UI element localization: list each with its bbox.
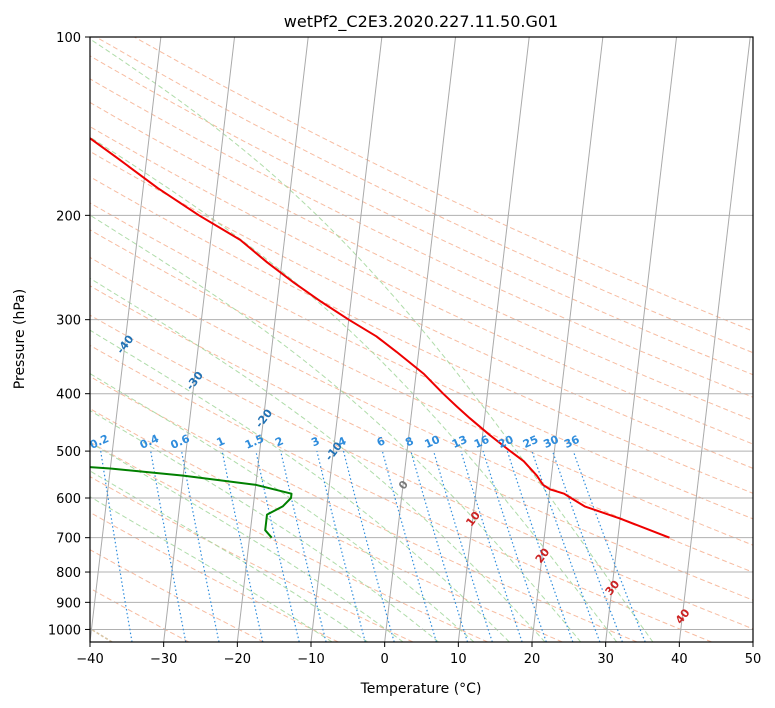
mixing-ratio-line [280, 450, 327, 642]
mixing-ratio-line [255, 450, 300, 642]
isotherm-gridline [457, 37, 530, 642]
mixing-ratio-line [221, 450, 264, 642]
isotherm-gridline [605, 37, 678, 642]
mixing-ratio-label: 16 [472, 433, 492, 451]
x-tick-label: −20 [224, 652, 251, 667]
x-tick-label: 50 [745, 652, 762, 667]
plot-layer [90, 37, 753, 642]
mixing-ratio-line [460, 450, 523, 642]
mixing-ratio-line [381, 450, 437, 642]
axis-layer: −40 −30 −20 −10 0 10 20 30 40 50 1000 900 800 700 600 5… [48, 31, 761, 667]
dry-adiabat [90, 229, 753, 546]
y-tick-label: 500 [56, 445, 81, 460]
moist-adiabat [90, 214, 582, 642]
moist-adiabat [90, 38, 654, 642]
y-tick-label: 800 [56, 566, 81, 581]
mixing-ratio-label: 10 [423, 433, 443, 451]
x-tick-label: 30 [597, 652, 614, 667]
plot-frame [89, 36, 754, 643]
y-tick-label: 400 [56, 388, 81, 403]
dry-adiabat [95, 37, 753, 354]
isotherm-gridline [678, 37, 751, 642]
isotherm-gridline [90, 37, 162, 642]
dry-adiabat [90, 55, 753, 376]
dry-adiabat [90, 375, 638, 642]
mixing-ratio-line [410, 450, 469, 642]
mixing-ratio-line [506, 450, 574, 642]
mixing-ratio-line [531, 450, 601, 642]
dewpoint-profile [90, 466, 293, 539]
isotherm-gridline [163, 37, 236, 642]
mixing-ratio-label: 36 [562, 433, 582, 451]
mixing-ratio-line [181, 450, 220, 642]
dry-adiabat [90, 314, 753, 630]
chart-title: wetPf2_C2E3.2020.227.11.50.G01 [284, 12, 558, 32]
x-axis-label: Temperature (°C) [360, 681, 482, 697]
mixing-ratio-line [572, 450, 646, 642]
dry-adiabat [90, 101, 753, 421]
dry-adiabat [90, 126, 753, 445]
x-tick-label: 0 [381, 652, 389, 667]
dry-adiabat [90, 441, 488, 642]
x-tick-label: −30 [150, 652, 177, 667]
dry-adiabat [90, 587, 190, 642]
x-tick-label: −10 [297, 652, 324, 667]
y-tick-label: 100 [56, 31, 81, 46]
isotherm-gridline [531, 37, 604, 642]
y-tick-label: 600 [56, 492, 81, 507]
mixing-ratio-line [342, 450, 395, 642]
isotherm-gridline [384, 37, 457, 642]
y-tick-label: 900 [56, 596, 81, 611]
mixing-ratio-label: 25 [521, 433, 540, 451]
mixing-ratio-line [482, 450, 547, 642]
dry-adiabat [90, 78, 753, 398]
y-tick-label: 700 [56, 532, 81, 547]
mixing-ratio-label: 13 [450, 433, 469, 451]
dry-adiabat [90, 344, 712, 642]
dry-adiabat [90, 549, 264, 642]
x-tick-label: −40 [76, 652, 103, 667]
moist-adiabat [90, 470, 368, 642]
moist-adiabat [90, 277, 546, 642]
mixing-ratio-label: 30 [541, 433, 561, 451]
x-tick-label: 10 [450, 652, 467, 667]
temperature-profile [90, 137, 670, 539]
isotherm-gridline [310, 37, 383, 642]
moist-adiabat [90, 409, 439, 642]
dry-adiabat [90, 176, 753, 494]
moist-adiabat [90, 441, 404, 642]
dry-adiabat [90, 476, 414, 642]
y-tick-label: 1000 [48, 623, 81, 638]
plot-area [90, 37, 753, 642]
y-axis-label: Pressure (hPa) [12, 289, 28, 389]
moist-adiabat [90, 329, 510, 642]
isotherm-gridline [236, 37, 309, 642]
dry-adiabat [90, 408, 563, 642]
mixing-ratio-label: 20 [496, 433, 516, 451]
x-tick-label: 40 [671, 652, 688, 667]
mixing-ratio-line [433, 450, 493, 642]
mixing-ratio-line [316, 450, 366, 642]
mixing-ratio-line [551, 450, 623, 642]
y-tick-label: 200 [56, 209, 81, 224]
dry-adiabat [90, 150, 753, 469]
y-tick-label: 300 [56, 314, 81, 329]
x-tick-label: 20 [524, 652, 541, 667]
